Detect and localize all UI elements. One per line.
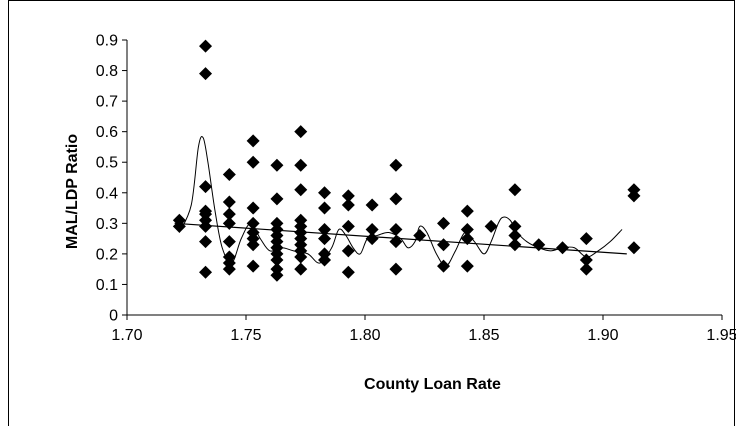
x-tick-label: 1.95	[706, 327, 736, 344]
data-point	[437, 238, 451, 252]
data-point	[460, 259, 474, 273]
y-tick-label: 0.1	[96, 277, 118, 294]
data-point	[460, 222, 474, 236]
y-tick-label: 0.8	[96, 63, 118, 80]
data-point	[579, 253, 593, 267]
data-point	[365, 198, 379, 212]
y-tick-label: 0.4	[96, 185, 118, 202]
x-tick-label: 1.75	[230, 327, 261, 344]
data-point	[222, 216, 236, 230]
data-point	[246, 201, 260, 215]
data-point	[294, 250, 308, 264]
data-points	[172, 39, 641, 282]
data-point	[318, 201, 332, 215]
data-point	[556, 241, 570, 255]
data-point	[294, 125, 308, 139]
data-point	[246, 155, 260, 169]
data-point	[508, 238, 522, 252]
data-point	[341, 198, 355, 212]
data-point	[389, 158, 403, 172]
data-point	[172, 213, 186, 227]
data-point	[199, 265, 213, 279]
data-point	[413, 229, 427, 243]
data-point	[270, 268, 284, 282]
data-point	[579, 232, 593, 246]
data-point	[341, 219, 355, 233]
data-point	[199, 180, 213, 194]
data-point	[270, 158, 284, 172]
data-point	[318, 232, 332, 246]
data-point	[246, 216, 260, 230]
data-point	[222, 167, 236, 181]
data-point	[246, 134, 260, 148]
data-point	[222, 195, 236, 209]
x-tick-label: 1.80	[349, 327, 380, 344]
data-point	[460, 232, 474, 246]
data-point	[199, 39, 213, 53]
data-point	[270, 253, 284, 267]
data-point	[199, 67, 213, 81]
data-point	[508, 219, 522, 233]
data-point	[437, 216, 451, 230]
y-tick-label: 0.9	[96, 33, 118, 50]
data-point	[389, 262, 403, 276]
data-point	[508, 229, 522, 243]
data-point	[437, 259, 451, 273]
data-point	[222, 262, 236, 276]
data-point	[508, 183, 522, 197]
smooth-trendline	[178, 136, 623, 267]
data-point	[246, 259, 260, 273]
y-tick-label: 0.3	[96, 216, 118, 233]
x-axis-title: County Loan Rate	[364, 376, 501, 393]
data-point	[294, 158, 308, 172]
data-point	[341, 189, 355, 203]
data-point	[199, 235, 213, 249]
data-point	[318, 253, 332, 267]
data-point	[341, 265, 355, 279]
data-point	[365, 222, 379, 236]
data-point	[389, 235, 403, 249]
y-tick-label: 0.7	[96, 94, 118, 111]
data-point	[199, 219, 213, 233]
y-tick-label: 0.6	[96, 124, 118, 141]
data-point	[460, 204, 474, 218]
y-axis-title: MAL/LDP Ratio	[64, 134, 81, 249]
y-tick-label: 0	[109, 308, 118, 325]
x-tick-label: 1.85	[468, 327, 499, 344]
x-tick-label: 1.90	[587, 327, 618, 344]
data-point	[627, 189, 641, 203]
x-tick-label: 1.70	[111, 327, 142, 344]
data-point	[579, 262, 593, 276]
data-point	[627, 241, 641, 255]
trendlines	[174, 136, 627, 267]
y-tick-label: 0.2	[96, 246, 118, 263]
data-point	[341, 244, 355, 258]
data-point	[294, 183, 308, 197]
data-point	[222, 207, 236, 221]
data-point	[389, 222, 403, 236]
y-tick-label: 0.5	[96, 155, 118, 172]
data-point	[365, 232, 379, 246]
labels: County Loan Rate MAL/LDP Ratio	[64, 134, 501, 393]
chart-frame	[8, 0, 735, 426]
axes: 0 0.1 0.2 0.3 0.4 0.5 0.6 0.7 0.8 0.9 1.70 1.75 1.80…	[96, 33, 736, 345]
data-point	[246, 238, 260, 252]
data-point	[222, 235, 236, 249]
data-point	[318, 186, 332, 200]
data-point	[270, 192, 284, 206]
data-point	[318, 222, 332, 236]
data-point	[532, 238, 546, 252]
data-point	[484, 219, 498, 233]
data-point	[294, 262, 308, 276]
data-point	[389, 192, 403, 206]
